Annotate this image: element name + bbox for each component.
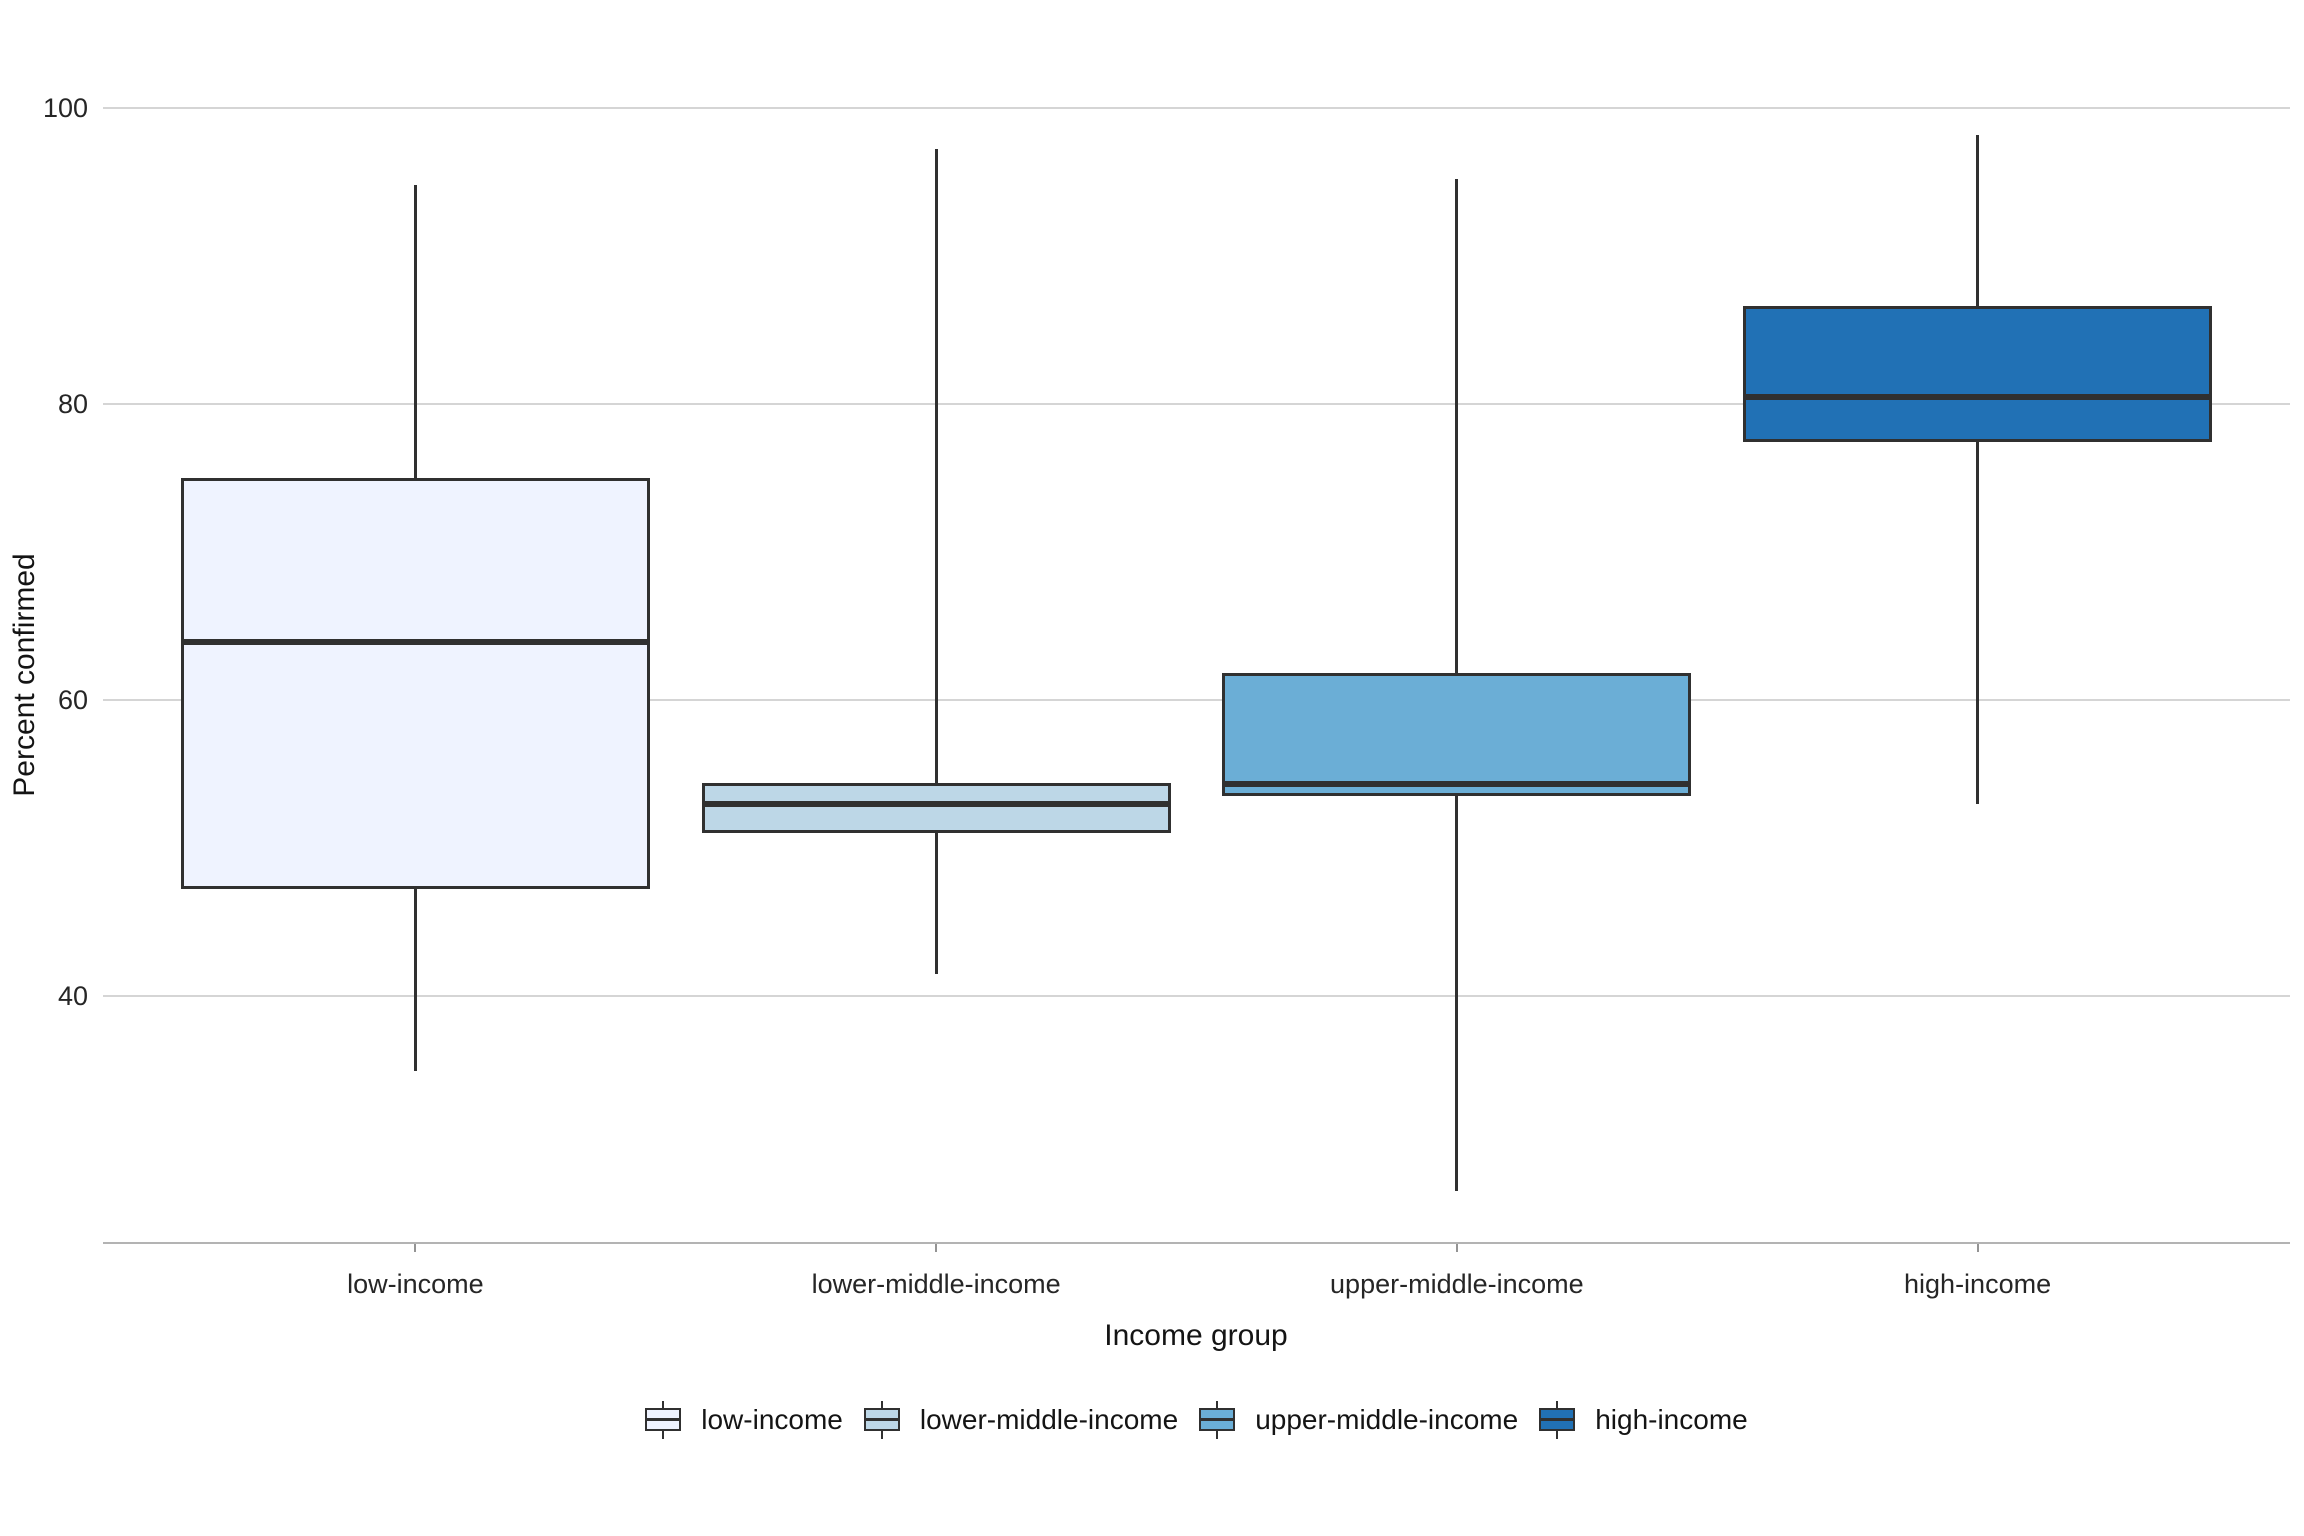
legend-item-lower-middle-income: lower-middle-income: [863, 1401, 1179, 1439]
box-upper-middle-income: [1222, 673, 1692, 797]
box-high-income: [1743, 306, 2213, 443]
y-tick-label: 80: [57, 389, 88, 419]
legend-key-median: [1201, 1418, 1234, 1421]
y-tick-label: 40: [57, 981, 88, 1011]
whisker-lower-high-income: [1976, 442, 1980, 804]
whisker-upper-low-income: [413, 184, 417, 478]
median-lower-middle-income: [704, 800, 1168, 807]
legend-label: upper-middle-income: [1255, 1404, 1519, 1435]
gridline: [103, 403, 2290, 405]
x-tick-label-high-income: high-income: [1904, 1269, 2052, 1299]
legend-key-median: [647, 1418, 680, 1421]
x-tick-label-low-income: low-income: [347, 1269, 484, 1299]
whisker-upper-high-income: [1976, 134, 1980, 307]
x-tick-label-lower-middle-income: lower-middle-income: [811, 1269, 1061, 1299]
x-tick-mark: [414, 1244, 417, 1252]
gridline: [103, 995, 2290, 997]
x-tick-mark: [1976, 1244, 1979, 1252]
legend: low-income lower-middle-income upper-middl…: [103, 1382, 2290, 1458]
x-tick-mark: [935, 1244, 938, 1252]
legend-boxplot-key-icon: [645, 1401, 682, 1439]
y-tick-label: 60: [57, 685, 88, 715]
box-lower-middle-income: [701, 782, 1171, 834]
median-low-income: [183, 639, 647, 646]
whisker-upper-lower-middle-income: [934, 149, 938, 783]
legend-key-median: [865, 1418, 898, 1421]
legend-item-upper-middle-income: upper-middle-income: [1199, 1401, 1518, 1439]
legend-boxplot-key-icon: [863, 1401, 900, 1439]
legend-boxplot-key-icon: [1199, 1401, 1236, 1439]
y-axis-title: Percent confirmed: [8, 553, 41, 797]
whisker-lower-low-income: [413, 889, 417, 1072]
x-tick-mark: [1455, 1244, 1458, 1252]
whisker-lower-lower-middle-income: [934, 833, 938, 974]
gridline: [103, 699, 2290, 701]
whisker-upper-upper-middle-income: [1455, 179, 1459, 674]
x-axis-line: [103, 1242, 2290, 1244]
x-tick-label-upper-middle-income: upper-middle-income: [1330, 1269, 1584, 1299]
legend-label: low-income: [701, 1404, 843, 1435]
legend-boxplot-key-icon: [1539, 1401, 1576, 1439]
median-upper-middle-income: [1225, 781, 1689, 788]
y-tick-label: 100: [42, 93, 88, 123]
median-high-income: [1746, 393, 2210, 400]
x-axis-title: Income group: [1104, 1319, 1288, 1352]
legend-item-high-income: high-income: [1539, 1401, 1748, 1439]
whisker-lower-upper-middle-income: [1455, 796, 1459, 1192]
box-low-income: [180, 478, 650, 890]
legend-key-median: [1541, 1418, 1574, 1421]
legend-label: high-income: [1595, 1404, 1748, 1435]
legend-label: lower-middle-income: [919, 1404, 1179, 1435]
gridline: [103, 107, 2290, 109]
legend-item-low-income: low-income: [645, 1401, 843, 1439]
